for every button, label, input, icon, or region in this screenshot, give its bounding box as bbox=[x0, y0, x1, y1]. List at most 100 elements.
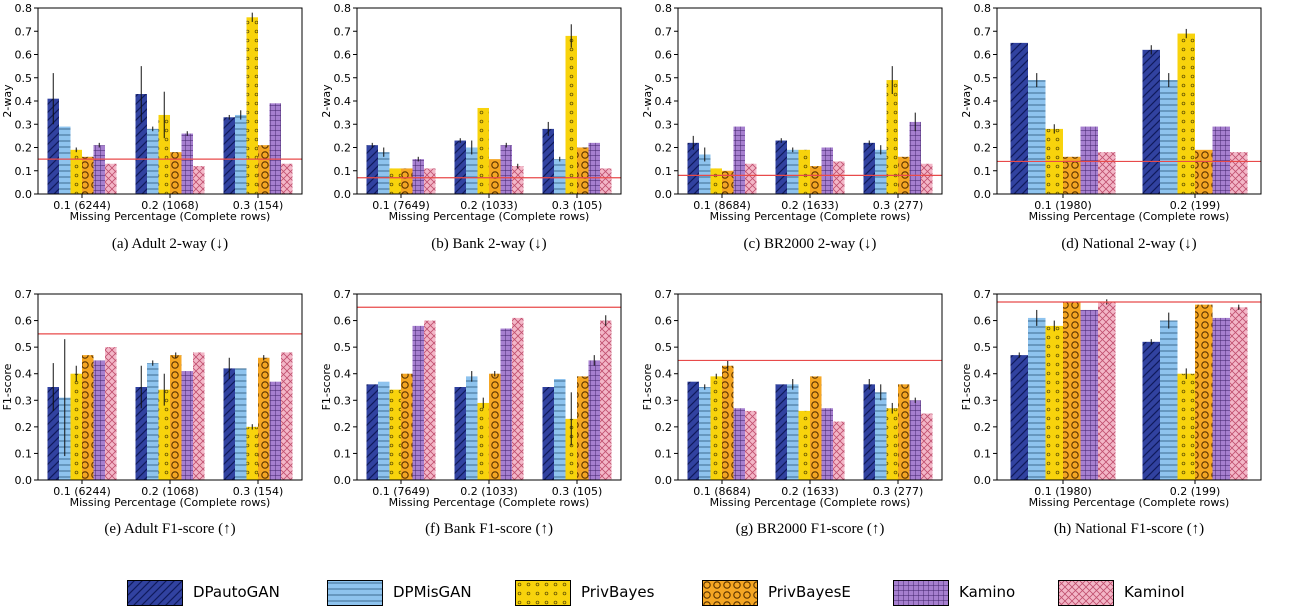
bar-dpmisgan-2 bbox=[1160, 80, 1178, 194]
y-tick-label: 0.3 bbox=[974, 118, 992, 131]
bar-privbayes-3 bbox=[886, 408, 898, 480]
bar-kamino-3 bbox=[269, 103, 281, 194]
legend-label: PrivBayesE bbox=[768, 583, 851, 601]
chart-caption: (c) BR2000 2-way (↓) bbox=[743, 236, 877, 252]
bar-dpmisgan-2 bbox=[787, 149, 799, 194]
bar-kamino-3 bbox=[588, 360, 600, 480]
bar-privbayes-1 bbox=[1045, 325, 1063, 480]
bar-kamino-2 bbox=[821, 147, 833, 194]
legend-label: DPMisGAN bbox=[393, 583, 472, 601]
bar-privbayes-1 bbox=[70, 149, 82, 194]
y-tick-label: 0.5 bbox=[655, 341, 673, 354]
chart-panel-7: 0.0 0.1 0.2 0.3 0.4 0.5 0.6 0.7 F1-score 0.1 (868… bbox=[641, 288, 943, 509]
x-tick-label: 0.1 (1980) bbox=[1034, 485, 1092, 498]
bar-privbayes-1 bbox=[710, 376, 722, 480]
y-tick-label: 0.7 bbox=[974, 288, 992, 301]
y-tick-label: 0.1 bbox=[655, 165, 673, 178]
y-axis-label: F1-score bbox=[960, 363, 973, 410]
y-tick-label: 0.0 bbox=[655, 474, 673, 487]
y-tick-label: 0.3 bbox=[334, 118, 352, 131]
y-tick-label: 0.2 bbox=[974, 421, 992, 434]
y-tick-label: 0.4 bbox=[974, 368, 992, 381]
x-tick-label: 0.1 (6244) bbox=[53, 199, 111, 212]
bar-privbayes-2 bbox=[477, 402, 489, 480]
bar-dpmisgan-2 bbox=[1160, 320, 1178, 480]
y-tick-label: 0.3 bbox=[655, 394, 673, 407]
bar-kaminoi-2 bbox=[193, 352, 205, 480]
bar-kaminoi-3 bbox=[600, 168, 612, 194]
y-axis-label: 2-way bbox=[1, 84, 14, 118]
x-tick-label: 0.1 (7649) bbox=[372, 199, 430, 212]
y-tick-label: 0.6 bbox=[974, 49, 992, 62]
x-tick-label: 0.2 (1068) bbox=[141, 199, 199, 212]
bar-privbayes-2 bbox=[798, 149, 810, 194]
y-tick-label: 0.3 bbox=[655, 118, 673, 131]
bar-privbayes-2 bbox=[477, 107, 489, 194]
bar-privbayese-2 bbox=[810, 376, 822, 480]
y-tick-label: 0.7 bbox=[15, 288, 33, 301]
chart-panel-2: 0.0 0.1 0.2 0.3 0.4 0.5 0.6 0.7 0.8 2-way 0.1 (764… bbox=[320, 2, 622, 223]
bar-privbayese-2 bbox=[489, 373, 501, 480]
bar-privbayese-2 bbox=[1195, 149, 1213, 194]
x-axis-label: Missing Percentage (Complete rows) bbox=[710, 496, 911, 509]
bar-dpautogan-3 bbox=[542, 128, 554, 194]
bar-dpmisgan-3 bbox=[875, 392, 887, 480]
bar-kaminoi-1 bbox=[424, 320, 436, 480]
bar-kaminoi-3 bbox=[921, 163, 933, 194]
bar-dpmisgan-1 bbox=[1028, 80, 1046, 194]
y-tick-label: 0.6 bbox=[334, 49, 352, 62]
bar-kamino-2 bbox=[1212, 126, 1230, 194]
y-tick-label: 0.7 bbox=[655, 25, 673, 38]
bar-kaminoi-2 bbox=[833, 161, 845, 194]
bar-dpmisgan-3 bbox=[554, 379, 566, 480]
y-tick-label: 0.0 bbox=[15, 188, 33, 201]
bar-dpautogan-3 bbox=[223, 117, 235, 194]
y-tick-label: 0.7 bbox=[655, 288, 673, 301]
y-tick-label: 0.0 bbox=[15, 474, 33, 487]
bar-dpautogan-1 bbox=[1010, 355, 1028, 480]
bar-dpautogan-2 bbox=[135, 94, 147, 194]
bar-dpautogan-1 bbox=[366, 384, 378, 480]
bar-kaminoi-1 bbox=[105, 347, 117, 480]
bar-privbayese-2 bbox=[170, 355, 182, 480]
bar-privbayese-3 bbox=[258, 357, 270, 480]
chart-panel-8: 0.0 0.1 0.2 0.3 0.4 0.5 0.6 0.7 F1-score 0.1 (198… bbox=[960, 288, 1262, 509]
plot-frame bbox=[677, 293, 943, 481]
legend-label: Kamino bbox=[959, 583, 1016, 601]
chart-panel-5: 0.0 0.1 0.2 0.3 0.4 0.5 0.6 0.7 F1-score 0.1 (624… bbox=[1, 288, 303, 509]
x-tick-label: 0.2 (1633) bbox=[781, 485, 839, 498]
bar-privbayese-1 bbox=[401, 373, 413, 480]
plot-frame bbox=[996, 7, 1262, 195]
bar-privbayese-2 bbox=[170, 152, 182, 194]
bar-dpautogan-1 bbox=[366, 145, 378, 194]
y-tick-label: 0.6 bbox=[655, 49, 673, 62]
y-tick-label: 0.1 bbox=[334, 447, 352, 460]
bar-privbayese-1 bbox=[722, 365, 734, 480]
y-tick-label: 0.4 bbox=[15, 368, 33, 381]
bar-kaminoi-2 bbox=[512, 317, 524, 480]
bar-dpautogan-2 bbox=[1142, 341, 1160, 480]
bar-dpautogan-2 bbox=[1142, 49, 1160, 194]
y-tick-label: 0.5 bbox=[15, 72, 33, 85]
y-tick-label: 0.2 bbox=[655, 421, 673, 434]
bar-kamino-2 bbox=[500, 328, 512, 480]
y-tick-label: 0.3 bbox=[334, 394, 352, 407]
y-axis-label: 2-way bbox=[320, 84, 333, 118]
bar-privbayese-2 bbox=[1195, 304, 1213, 480]
bar-privbayese-3 bbox=[577, 376, 589, 480]
y-tick-label: 0.1 bbox=[655, 447, 673, 460]
bar-kamino-1 bbox=[733, 408, 745, 480]
chart-caption: (f) Bank F1-score (↑) bbox=[425, 521, 553, 537]
bar-dpautogan-3 bbox=[863, 384, 875, 480]
bar-kaminoi-2 bbox=[1230, 152, 1248, 194]
bar-dpautogan-2 bbox=[775, 384, 787, 480]
y-tick-label: 0.1 bbox=[974, 447, 992, 460]
x-tick-label: 0.2 (199) bbox=[1170, 485, 1221, 498]
y-tick-label: 0.8 bbox=[974, 2, 992, 15]
bar-dpmisgan-3 bbox=[554, 159, 566, 194]
bar-kaminoi-2 bbox=[1230, 307, 1248, 480]
chart-caption: (a) Adult 2-way (↓) bbox=[111, 236, 229, 252]
y-tick-label: 0.7 bbox=[15, 25, 33, 38]
plot-frame bbox=[356, 293, 622, 481]
y-axis-label: F1-score bbox=[641, 363, 654, 410]
